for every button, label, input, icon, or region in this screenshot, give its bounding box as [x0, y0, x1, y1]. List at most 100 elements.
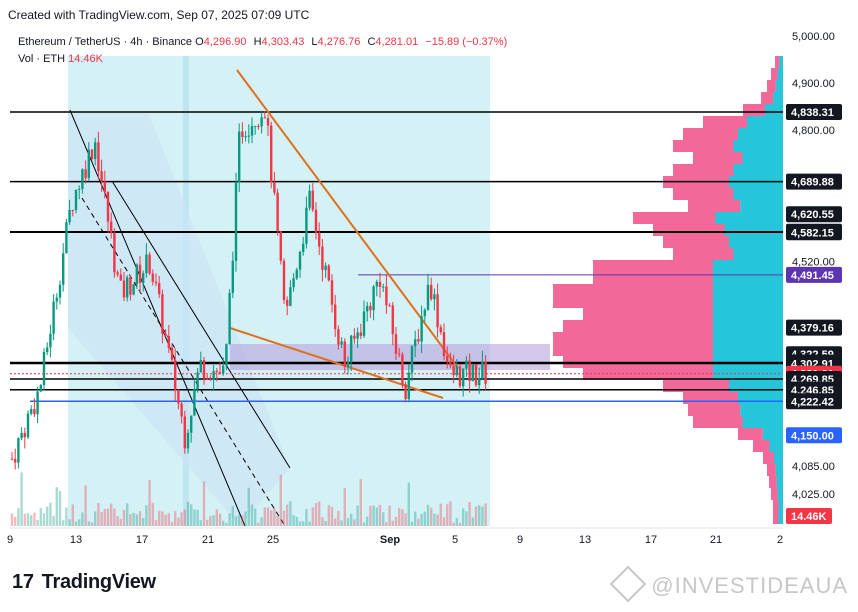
candle-body — [273, 182, 276, 193]
price-tick-label: 5,000.00 — [792, 31, 835, 43]
candle-body — [225, 344, 228, 366]
candle-body — [446, 356, 449, 362]
time-tick-label: 21 — [710, 534, 722, 546]
volume-bar — [289, 501, 292, 526]
price-tick-label: 4,900.00 — [792, 78, 835, 90]
chart-header: Created with TradingView.com, Sep 07, 20… — [0, 0, 858, 28]
candle-body — [26, 413, 30, 438]
candle-body — [52, 301, 55, 334]
profile-bar-pink — [761, 92, 774, 104]
profile-bar-pink — [663, 380, 729, 392]
ohlc-legend: Ethereum / TetherUS · 4h · Binance O4,29… — [18, 36, 511, 48]
volume-bar — [119, 518, 122, 526]
volume-label: Vol · ETH — [18, 53, 66, 65]
candle-body — [407, 372, 410, 400]
profile-bar-pink — [553, 332, 713, 344]
volume-bar — [97, 503, 100, 526]
volume-bar — [215, 509, 218, 526]
volume-bar — [164, 514, 167, 526]
candle-body — [468, 360, 471, 381]
volume-bar — [462, 508, 465, 526]
profile-bar-cyan — [713, 332, 783, 344]
high-label: H — [253, 36, 262, 48]
price-label: 4,150.00 — [791, 430, 834, 442]
candle-body — [33, 409, 36, 415]
candle-body — [426, 284, 430, 310]
candle-body — [302, 243, 305, 252]
candles — [10, 110, 487, 526]
candle-body — [90, 149, 94, 160]
profile-bar-pink — [683, 128, 738, 140]
time-tick-label: 21 — [202, 534, 214, 546]
volume-bar — [110, 503, 113, 526]
price-tick-label: 4,520.00 — [792, 256, 835, 268]
profile-bar-cyan — [733, 248, 783, 260]
candle-body — [458, 366, 462, 387]
candle-body — [202, 360, 206, 379]
volume-bar — [196, 509, 199, 526]
profile-bar-pink — [693, 152, 743, 164]
profile-bar-pink — [673, 140, 734, 152]
header-title: Created with TradingView.com, Sep 07, 20… — [8, 8, 310, 22]
volume-bar — [167, 513, 170, 526]
price-label-box — [786, 266, 842, 283]
time-tick-label: 9 — [517, 534, 523, 546]
profile-bar-cyan — [713, 260, 783, 272]
volume-bar — [375, 507, 378, 526]
volume-bar — [206, 519, 209, 526]
volume-bar — [369, 506, 372, 526]
candle-body — [327, 265, 330, 281]
candle-body — [263, 117, 266, 119]
tradingview-logo[interactable]: 17 TradingView — [12, 571, 156, 594]
candle-body — [113, 232, 116, 273]
candle-body — [257, 125, 260, 127]
candle-body — [81, 169, 84, 189]
volume-bar — [231, 506, 234, 526]
candle-body — [340, 341, 343, 345]
volume-bar — [39, 508, 42, 526]
volume-bar — [58, 491, 62, 526]
price-label: 4,222.42 — [791, 396, 834, 408]
candle-body — [247, 135, 250, 137]
price-chart[interactable]: 5,000.00 4,900.00 4,800.00 4,520.00 4,085.00… — [0, 28, 858, 555]
candle-body — [87, 149, 90, 179]
volume-bar — [407, 482, 410, 526]
volume-bar — [151, 502, 154, 526]
volume-bar — [458, 522, 462, 526]
price-label-box — [786, 224, 842, 241]
candle-body — [452, 365, 455, 376]
tradingview-logo-icon: 17 — [12, 571, 34, 593]
price-label-box — [786, 173, 842, 190]
profile-bar-pink — [593, 272, 713, 284]
change-value: −15.89 (−0.37%) — [425, 36, 508, 48]
profile-bar-cyan — [713, 284, 783, 296]
volume-bar — [426, 504, 430, 526]
price-tick-label: 4,800.00 — [792, 125, 835, 137]
candle-body — [414, 339, 417, 347]
volume-bar — [87, 521, 90, 526]
profile-bar-pink — [593, 260, 713, 272]
volume-bar — [410, 521, 414, 526]
volume-bar — [26, 513, 30, 526]
volume-bar — [46, 506, 49, 526]
candle-body — [206, 378, 209, 380]
candle-body — [356, 332, 359, 339]
profile-bar-pink — [563, 320, 713, 332]
price-label: 4,491.45 — [791, 270, 834, 282]
profile-bar-cyan — [733, 188, 783, 200]
close-value: 4,281.01 — [375, 36, 419, 48]
volume-bar — [346, 518, 350, 526]
volume-bar — [154, 520, 158, 526]
volume-bar — [295, 516, 298, 526]
volume-bar — [398, 508, 401, 526]
candle-body — [324, 265, 327, 271]
profile-bar-pink — [775, 56, 780, 68]
candle-body — [119, 274, 122, 281]
candle-body — [439, 327, 442, 333]
price-axis: 5,000.00 4,900.00 4,800.00 4,520.00 4,085.00… — [786, 31, 842, 524]
profile-bar-cyan — [713, 308, 783, 320]
price-label: 4,582.15 — [791, 227, 834, 239]
volume-bar — [446, 504, 449, 526]
volume-label-box — [786, 508, 832, 524]
volume-bar — [455, 517, 458, 526]
